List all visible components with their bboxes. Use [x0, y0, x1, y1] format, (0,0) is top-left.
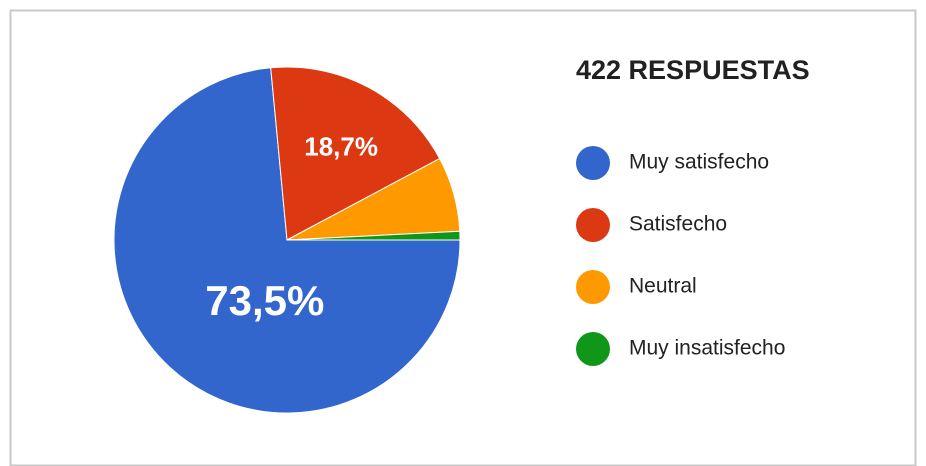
legend-swatch	[576, 146, 610, 180]
chart-title: 422 RESPUESTAS	[576, 55, 810, 85]
legend-label: Satisfecho	[629, 213, 727, 236]
slice-label: 73,5%	[205, 277, 324, 324]
legend-label: Muy satisfecho	[629, 151, 769, 174]
legend-label: Neutral	[629, 275, 697, 298]
slice-label: 18,7%	[304, 131, 378, 161]
pie-slice	[286, 230, 461, 241]
legend-swatch	[576, 208, 610, 242]
legend-label: Muy insatisfecho	[629, 337, 785, 360]
legend-swatch	[576, 270, 610, 304]
pie-slice	[270, 66, 441, 241]
legend-swatch	[576, 332, 610, 366]
